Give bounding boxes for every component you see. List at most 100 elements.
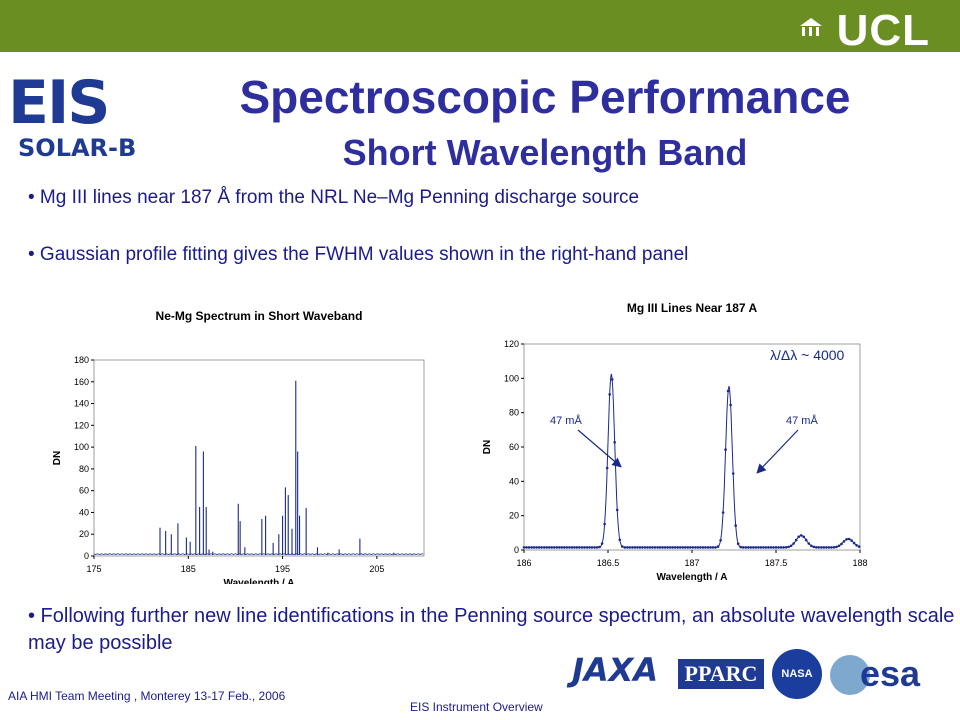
y-tick-label: 0 bbox=[514, 545, 519, 555]
data-point bbox=[850, 539, 853, 542]
fwhm-label-right: 47 mÅ bbox=[786, 414, 818, 427]
nasa-logo: NASA bbox=[772, 649, 822, 699]
data-point bbox=[779, 546, 783, 549]
data-point bbox=[752, 546, 755, 549]
data-point bbox=[558, 546, 561, 549]
data-point bbox=[613, 441, 616, 444]
footer-center: EIS Instrument Overview bbox=[410, 700, 543, 714]
bullet-1: • Mg III lines near 187 Å from the NRL N… bbox=[28, 187, 640, 208]
y-tick-label: 80 bbox=[509, 408, 519, 418]
y-tick-label: 60 bbox=[79, 486, 89, 496]
esa-logo-text: esa bbox=[860, 653, 921, 694]
data-point bbox=[857, 545, 861, 548]
profile-fit-line bbox=[524, 373, 861, 548]
eis-logo-text: EIS bbox=[8, 68, 111, 138]
data-point bbox=[719, 539, 722, 542]
data-point bbox=[638, 546, 642, 549]
data-point bbox=[686, 546, 690, 549]
data-point bbox=[787, 545, 790, 549]
data-point bbox=[835, 545, 838, 549]
data-point bbox=[621, 545, 624, 548]
data-point bbox=[784, 546, 788, 549]
data-point bbox=[648, 546, 652, 549]
data-point bbox=[598, 545, 601, 549]
y-axis-label: DN bbox=[52, 451, 63, 465]
data-point bbox=[691, 546, 695, 549]
data-point bbox=[689, 546, 692, 549]
data-point bbox=[542, 546, 546, 549]
data-point bbox=[658, 546, 662, 549]
data-point bbox=[721, 511, 725, 514]
data-point bbox=[852, 541, 856, 545]
fwhm-arrow-right bbox=[756, 429, 799, 474]
data-point bbox=[797, 535, 800, 539]
chart-title: Mg III Lines Near 187 A bbox=[627, 301, 758, 315]
y-tick-label: 120 bbox=[504, 339, 519, 349]
data-point bbox=[842, 540, 846, 543]
data-point bbox=[709, 546, 712, 549]
data-point bbox=[656, 546, 659, 549]
data-point bbox=[590, 546, 594, 549]
data-point bbox=[762, 546, 765, 549]
data-point bbox=[610, 378, 614, 381]
bullet-2: • Gaussian profile fitting gives the FWH… bbox=[28, 244, 689, 265]
x-tick-label: 175 bbox=[86, 564, 101, 574]
bullet-3: • Following further new line identificat… bbox=[28, 605, 955, 654]
data-point bbox=[799, 534, 803, 537]
data-point bbox=[540, 546, 543, 549]
data-point bbox=[837, 544, 841, 548]
y-axis-label: DN bbox=[482, 440, 493, 454]
x-tick-label: 185 bbox=[181, 564, 196, 574]
fwhm-label-left: 47 mÅ bbox=[550, 414, 582, 427]
y-tick-label: 40 bbox=[509, 476, 519, 486]
data-point bbox=[759, 546, 763, 549]
solar-b-logo-text: SOLAR-B bbox=[18, 134, 137, 162]
data-point bbox=[661, 546, 664, 549]
y-tick-label: 100 bbox=[504, 373, 519, 383]
data-point bbox=[764, 546, 768, 549]
jaxa-logo: JAXA bbox=[572, 651, 659, 689]
data-point bbox=[739, 545, 742, 549]
data-point bbox=[668, 546, 672, 549]
chart-title: Ne-Mg Spectrum in Short Waveband bbox=[156, 309, 363, 323]
data-point bbox=[681, 546, 685, 549]
x-axis-label: Wavelength / A bbox=[657, 572, 728, 583]
footer-meeting: AIA HMI Team Meeting , Monterey 13-17 Fe… bbox=[8, 689, 286, 703]
slide-subtitle: Short Wavelength Band bbox=[342, 132, 748, 173]
x-tick-label: 205 bbox=[369, 564, 384, 574]
data-point bbox=[673, 546, 677, 549]
data-point bbox=[716, 545, 720, 548]
data-point bbox=[769, 546, 773, 549]
data-point bbox=[820, 546, 823, 549]
data-point bbox=[671, 546, 674, 549]
data-point bbox=[714, 546, 717, 549]
data-point bbox=[626, 546, 629, 549]
data-point bbox=[651, 546, 654, 549]
data-point bbox=[840, 542, 843, 546]
data-point bbox=[575, 546, 579, 549]
y-tick-label: 20 bbox=[79, 529, 89, 539]
eis-solar-b-logo: EIS SOLAR-B bbox=[8, 68, 140, 168]
data-point bbox=[701, 546, 705, 549]
data-point bbox=[810, 544, 813, 548]
ucl-portico-icon bbox=[800, 18, 822, 36]
data-point bbox=[694, 546, 697, 549]
data-point bbox=[724, 448, 727, 451]
data-point bbox=[822, 546, 826, 549]
data-point bbox=[729, 403, 732, 407]
data-point bbox=[600, 542, 604, 545]
data-point bbox=[772, 546, 775, 549]
data-point bbox=[636, 546, 639, 549]
data-point bbox=[568, 546, 571, 549]
data-point bbox=[555, 546, 559, 549]
data-point bbox=[734, 524, 737, 527]
data-point bbox=[593, 546, 596, 549]
data-point bbox=[666, 546, 669, 549]
data-point bbox=[547, 546, 551, 549]
spectrum-baseline bbox=[93, 553, 424, 556]
ne-mg-spectrum-chart: Ne-Mg Spectrum in Short Waveband 0 20 40 60 8… bbox=[52, 309, 425, 584]
data-point bbox=[754, 546, 758, 549]
data-point bbox=[563, 546, 566, 549]
slide-title: Spectroscopic Performance bbox=[239, 71, 851, 123]
data-point bbox=[545, 546, 548, 549]
